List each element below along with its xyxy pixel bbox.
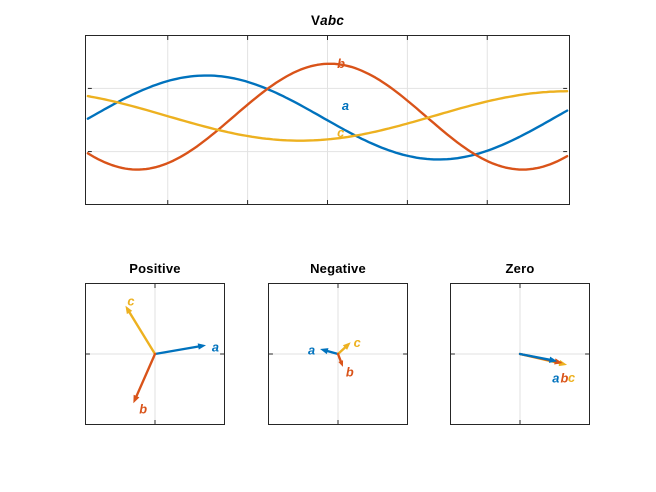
phasor-b-arrowhead: [554, 358, 563, 365]
phasor-c-label: c: [568, 370, 575, 385]
phasor-a-label: a: [552, 370, 559, 385]
phasor-b-label: b: [139, 402, 147, 417]
phasor-c-arrowhead: [342, 342, 351, 350]
vabc-title-italic: abc: [320, 13, 345, 28]
phasor-b-arrowhead: [338, 360, 344, 367]
phasor-b-arrowhead: [133, 394, 140, 404]
phasor-c-arrowhead: [558, 360, 568, 367]
series-c-label: c: [337, 125, 344, 140]
series-c-curve: [86, 90, 569, 142]
phasor-a-vector: [518, 352, 554, 362]
negative-title: Negative: [310, 261, 366, 276]
zero-title: Zero: [505, 261, 535, 276]
negative-sequence-phasor-plot: a cb: [268, 283, 408, 425]
phasor-a-arrowhead: [548, 356, 558, 363]
phasor-c-vector: [126, 308, 157, 356]
phasor-c-label: c: [354, 335, 361, 350]
phasor-b-label: b: [561, 370, 569, 385]
series-a-curve: [86, 74, 569, 161]
phasor-b-label: b: [346, 364, 354, 379]
series-b-curve: [86, 62, 569, 171]
phasor-b-vector: [134, 352, 157, 401]
series-b-label: b: [337, 56, 345, 71]
phasor-c-label: c: [127, 293, 134, 308]
vabc-title: Vabc: [85, 13, 570, 28]
positive-sequence-phasor-plot: a c b: [85, 283, 225, 425]
phasor-a-arrowhead: [197, 343, 206, 350]
phasor-a-vector: [153, 344, 203, 356]
phasor-c-arrowhead: [125, 305, 133, 315]
positive-title: Positive: [129, 261, 181, 276]
series-a-label: a: [342, 98, 349, 113]
zero-sequence-phasor-plot: cba: [450, 283, 590, 425]
phasor-a-arrowhead: [320, 348, 329, 355]
phasor-a-label: a: [212, 340, 219, 355]
phasor-a-label: a: [308, 343, 315, 358]
vabc-waveform-plot: a b c: [85, 35, 570, 205]
vabc-title-prefix: V: [310, 13, 321, 28]
